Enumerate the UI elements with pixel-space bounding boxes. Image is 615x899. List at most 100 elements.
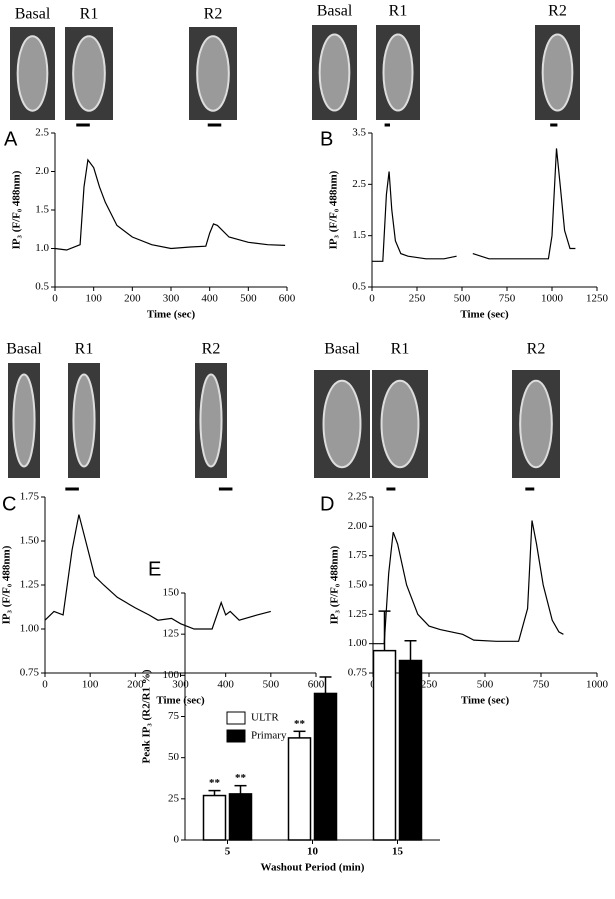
x-tick-label: 750: [533, 679, 550, 691]
cell: [382, 33, 414, 112]
image-label: R2: [527, 341, 546, 358]
y-tick-label: 2.00: [348, 520, 368, 532]
x-axis-title: Time (sec): [147, 309, 196, 321]
image-label: R1: [80, 6, 99, 23]
x-tick-label: 0: [52, 293, 58, 305]
image-label: R2: [204, 6, 223, 23]
y-tick-label: 75: [168, 710, 180, 722]
y-tick-label: 0.75: [20, 667, 40, 679]
y-tick-label: 25: [168, 792, 180, 804]
y-tick-label: 150: [163, 587, 180, 599]
y-tick-label: 1.00: [348, 637, 368, 649]
y-tick-label: 1.50: [348, 579, 368, 591]
panel-letter: A: [4, 128, 18, 150]
y-tick-label: 2.0: [35, 165, 49, 177]
bar: [398, 659, 423, 841]
y-tick-label: 1.50: [20, 535, 40, 547]
x-tick-label: 10: [307, 846, 319, 858]
y-tick-label: 1.0: [35, 242, 49, 254]
cell: [380, 379, 420, 469]
cell: [196, 35, 230, 112]
y-axis-title: IP₃ (F/F₀ 488nm): [329, 545, 341, 624]
y-tick-label: 2.5: [35, 127, 49, 139]
y-tick-label: 125: [163, 628, 180, 640]
cell: [541, 33, 574, 112]
y-tick-label: 100: [163, 669, 180, 681]
x-tick-label: 300: [163, 293, 180, 305]
x-tick-label: 600: [279, 293, 296, 305]
x-tick-label: 200: [124, 293, 141, 305]
bar: [228, 793, 253, 841]
x-tick-label: 1000: [586, 679, 609, 691]
x-tick-label: 500: [454, 293, 471, 305]
image-label: Basal: [324, 341, 360, 358]
x-tick-label: 400: [201, 293, 218, 305]
cell: [72, 35, 106, 112]
bar: [313, 692, 338, 841]
x-tick-label: 500: [263, 679, 280, 691]
significance-label: **: [209, 777, 221, 789]
y-tick-label: 50: [168, 751, 180, 763]
y-tick-label: 0: [174, 834, 180, 846]
x-tick-label: 750: [499, 293, 516, 305]
y-axis-title: Peak IP₃ (R2/R1 %): [141, 669, 153, 763]
x-tick-label: 600: [308, 679, 325, 691]
image-label: R2: [202, 341, 221, 358]
trace: [373, 520, 564, 645]
y-tick-label: 2.5: [352, 178, 366, 190]
y-tick-label: 0.5: [352, 281, 366, 293]
image-label: R1: [391, 341, 410, 358]
y-axis-title: IP₃ (F/F₀ 488nm): [11, 170, 23, 249]
x-tick-label: 0: [42, 679, 48, 691]
bar: [372, 649, 397, 841]
x-tick-label: 0: [369, 293, 375, 305]
cell: [16, 35, 49, 112]
image-label: Basal: [317, 3, 353, 20]
x-axis-title: Time (sec): [461, 695, 510, 707]
x-tick-label: 500: [477, 679, 494, 691]
cell: [12, 373, 36, 468]
x-tick-label: 400: [217, 679, 234, 691]
x-axis-title: Time (sec): [460, 309, 509, 321]
y-tick-label: 1.25: [20, 579, 40, 591]
x-tick-label: 250: [421, 679, 438, 691]
legend-swatch: [226, 729, 246, 743]
y-tick-label: 1.75: [20, 491, 40, 503]
panel-letter: C: [2, 493, 16, 515]
x-tick-label: 200: [127, 679, 144, 691]
legend-label: ULTR: [251, 712, 279, 724]
y-tick-label: 1.25: [348, 608, 368, 620]
cell: [322, 379, 362, 469]
x-tick-label: 1000: [541, 293, 564, 305]
legend-label: Primary: [251, 730, 287, 742]
x-tick-label: 100: [85, 293, 102, 305]
image-label: R1: [75, 341, 94, 358]
trace: [54, 158, 286, 251]
x-tick-label: 250: [409, 293, 426, 305]
y-tick-label: 0.75: [348, 667, 368, 679]
y-tick-label: 1.75: [348, 549, 368, 561]
legend-swatch: [226, 711, 246, 725]
cell: [72, 373, 96, 468]
x-tick-label: 500: [240, 293, 257, 305]
x-tick-label: 15: [392, 846, 404, 858]
trace: [372, 148, 576, 262]
y-tick-label: 3.5: [352, 127, 366, 139]
y-tick-label: 1.5: [352, 229, 366, 241]
x-axis-title: Washout Period (min): [261, 862, 365, 874]
trace: [44, 514, 271, 630]
y-tick-label: 0.5: [35, 281, 49, 293]
y-tick-label: 1.5: [35, 204, 49, 216]
y-axis-title: IP₃ (F/F₀ 488nm): [328, 170, 340, 249]
cell: [519, 379, 553, 469]
x-axis-title: Time (sec): [156, 695, 205, 707]
y-tick-label: 1.00: [20, 623, 40, 635]
panel-letter: E: [148, 558, 161, 580]
x-tick-label: 1250: [586, 293, 609, 305]
x-tick-label: 5: [225, 846, 231, 858]
image-label: Basal: [15, 6, 51, 23]
image-label: R2: [548, 3, 567, 20]
panel-letter: D: [320, 493, 334, 515]
significance-label: **: [235, 772, 247, 784]
